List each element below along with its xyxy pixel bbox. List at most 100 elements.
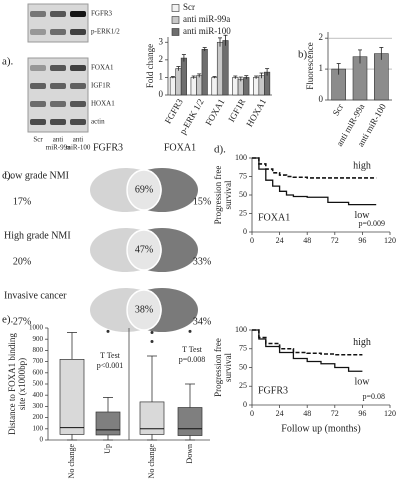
blot-lane-label: anti <box>73 136 84 144</box>
y-tick-label: 0 <box>40 436 44 444</box>
y-tick-label: 0 <box>159 89 164 99</box>
blot-lane-label: Scr <box>33 136 43 144</box>
curve-label: low <box>355 377 371 388</box>
venn-overlap <box>126 169 162 211</box>
survival-curve <box>252 157 377 206</box>
y-tick-label: 50 <box>239 190 247 199</box>
blot-row-label: p-ERK1/2 <box>91 28 120 36</box>
venn-overlap <box>126 289 162 331</box>
y-tick-label: 0 <box>243 400 247 409</box>
blot-band <box>50 101 66 107</box>
x-tick-label: IGF1R <box>226 97 247 124</box>
bar <box>216 41 224 96</box>
y-tick-label: 25 <box>239 381 247 390</box>
x-tick-label: 0 <box>250 409 254 418</box>
outlier <box>106 329 110 333</box>
x-tick-label: 48 <box>303 409 311 418</box>
y-axis-label: survival <box>223 353 233 382</box>
bar <box>169 77 176 96</box>
bar <box>258 75 265 96</box>
survival-curve <box>252 329 363 372</box>
blot-band <box>50 119 66 125</box>
bar <box>180 57 187 96</box>
blot-row-label: IGF1R <box>91 82 111 90</box>
blot-band <box>30 29 46 35</box>
panel-label: d). <box>214 144 226 156</box>
x-tick-label: 96 <box>358 409 366 418</box>
y-tick-label: 300 <box>33 402 44 410</box>
blot-band <box>70 119 86 125</box>
y-tick-label: 900 <box>33 335 44 343</box>
y-tick-label: 800 <box>33 346 44 354</box>
x-axis-label: Follow up (months) <box>281 423 360 434</box>
x-tick-label: Up <box>103 444 112 454</box>
blot-frame <box>27 3 89 43</box>
x-tick-label: 120 <box>384 409 396 418</box>
bar <box>201 49 208 96</box>
x-tick-label: 48 <box>303 236 311 245</box>
panel-label: c). <box>2 170 14 182</box>
venn-value: 27% <box>13 316 31 327</box>
y-axis-label: Distance to FOXA1 binding <box>7 333 17 435</box>
x-tick-label: 120 <box>384 236 396 245</box>
box <box>95 411 121 436</box>
legend-swatch <box>171 16 180 24</box>
blot-row-label: FGFR3 <box>91 10 113 18</box>
y-tick-label: 75 <box>239 344 247 353</box>
legend-label: anti miR-99a <box>183 14 230 24</box>
venn-value: 69% <box>135 184 153 195</box>
x-tick-label: HOXA1 <box>244 97 268 128</box>
blot-band <box>50 65 66 71</box>
x-tick-label: 24 <box>276 236 284 245</box>
bar <box>374 53 389 101</box>
box <box>59 359 85 435</box>
x-tick-label: No change <box>67 444 76 479</box>
legend-label: Scr <box>183 2 195 12</box>
y-tick-label: 100 <box>235 325 247 334</box>
blot-band <box>30 83 46 89</box>
blot-lane-label: miR-99a <box>46 144 71 152</box>
survival-curve <box>252 329 363 356</box>
venn-value: 17% <box>13 196 31 207</box>
y-tick-label: 700 <box>33 357 44 365</box>
curve-label: low <box>355 210 371 221</box>
set-name: FOXA1 <box>164 142 196 153</box>
bar <box>211 77 218 96</box>
legend-label: anti miR-100 <box>183 26 231 36</box>
y-tick-label: 25 <box>239 208 247 217</box>
curve-label: high <box>353 337 371 348</box>
set-name: FGFR3 <box>93 142 123 153</box>
blot-band <box>30 11 46 17</box>
annotation: T Test <box>100 351 121 360</box>
bar <box>196 75 203 96</box>
y-tick-label: 2 <box>159 54 164 64</box>
blot-row-label: FOXA1 <box>91 64 114 72</box>
outlier <box>150 330 154 334</box>
bar <box>253 77 260 96</box>
blot-band <box>70 83 86 89</box>
y-tick-label: 1000 <box>29 324 44 332</box>
blot-band <box>50 11 66 17</box>
blot-band <box>70 65 86 71</box>
venn-value: 38% <box>135 304 153 315</box>
blot-band <box>30 119 46 125</box>
x-tick-label: 24 <box>276 409 284 418</box>
venn-group-label: Invasive cancer <box>4 290 67 301</box>
bar <box>175 68 182 96</box>
annotation: p=0.008 <box>179 355 206 364</box>
y-tick-label: 75 <box>239 171 247 180</box>
y-tick-label: 600 <box>33 368 44 376</box>
box <box>139 401 165 435</box>
annotation: T Test <box>182 345 203 354</box>
outlier <box>188 329 192 333</box>
curve-label: high <box>353 160 371 171</box>
blot-band <box>70 101 86 107</box>
x-tick-label: 0 <box>250 236 254 245</box>
y-tick-label: 3 <box>159 36 164 46</box>
blot-row-label: actin <box>91 118 105 126</box>
y-axis-label: Progression free <box>213 338 223 397</box>
y-tick-label: 200 <box>33 413 44 421</box>
y-tick-label: 2 <box>319 32 324 42</box>
venn-group-label: High grade NMI <box>4 230 71 241</box>
